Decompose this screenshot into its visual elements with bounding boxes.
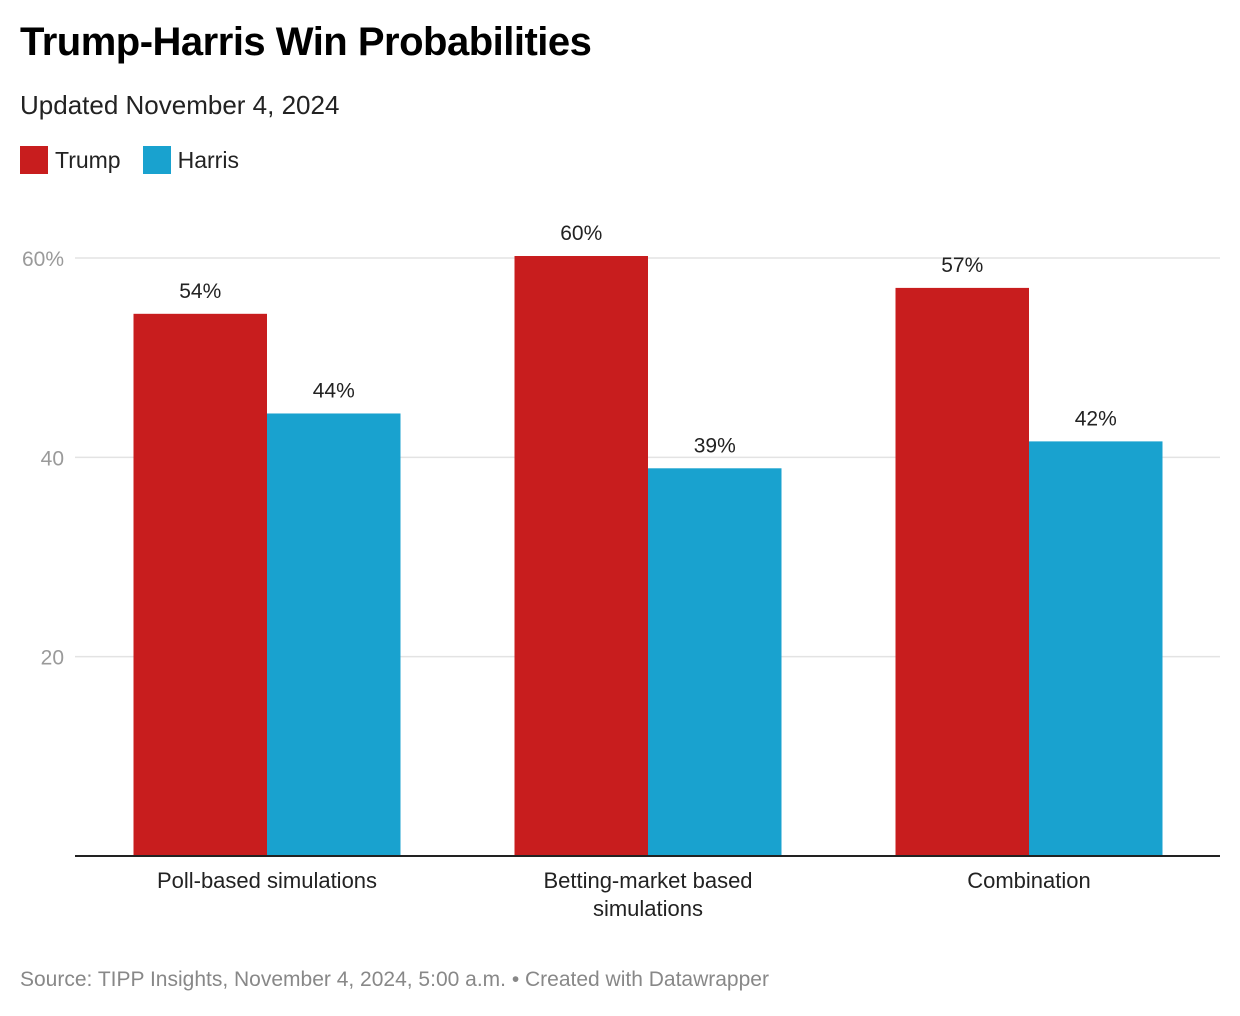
legend: Trump Harris xyxy=(20,146,261,174)
bar-harris-3 xyxy=(1029,441,1163,856)
legend-swatch-harris xyxy=(142,146,171,174)
bar-trump-1 xyxy=(133,313,267,856)
value-label-trump-3: 57% xyxy=(941,254,983,277)
value-label-trump-2: 60% xyxy=(560,222,602,245)
legend-item-harris: Harris xyxy=(142,146,239,174)
legend-label-harris: Harris xyxy=(177,146,239,173)
value-label-trump-1: 54% xyxy=(179,280,221,303)
bar-harris-1 xyxy=(267,413,401,856)
category-label-2: Betting-market based simulations xyxy=(543,868,752,921)
value-label-harris-3: 42% xyxy=(1075,407,1117,430)
chart-title: Trump-Harris Win Probabilities xyxy=(20,20,592,64)
y-tick-label-40: 40 xyxy=(41,447,64,470)
bar-harris-2 xyxy=(648,468,782,856)
category-label-3: Combination xyxy=(967,868,1091,893)
y-tick-label-20: 20 xyxy=(41,647,64,670)
bar-trump-3 xyxy=(895,287,1029,856)
source-note: Source: TIPP Insights, November 4, 2024,… xyxy=(20,968,769,991)
category-label-1: Poll-based simulations xyxy=(157,868,377,893)
chart-subtitle: Updated November 4, 2024 xyxy=(20,90,340,120)
bar-trump-2 xyxy=(514,256,648,856)
value-label-harris-2: 39% xyxy=(694,434,736,457)
legend-label-trump: Trump xyxy=(55,146,121,173)
y-tick-label-60: 60% xyxy=(22,248,64,271)
legend-item-trump: Trump xyxy=(20,146,121,174)
legend-swatch-trump xyxy=(20,146,48,174)
value-label-harris-1: 44% xyxy=(313,379,355,402)
